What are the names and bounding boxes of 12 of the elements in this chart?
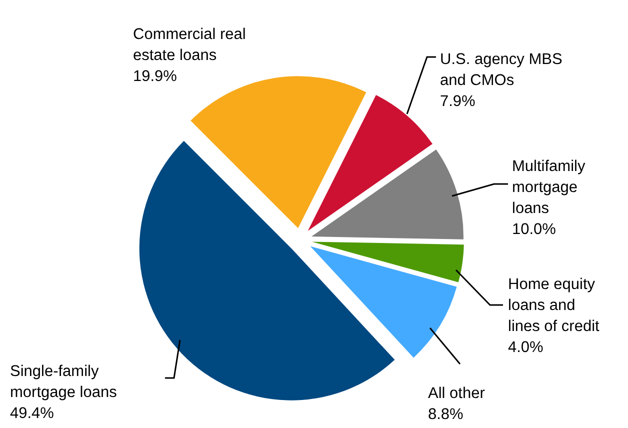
- slice-label: Commercial real estate loans: [133, 26, 246, 64]
- data-label: 10.0%: [512, 220, 556, 238]
- data-label: 4.0%: [508, 338, 544, 356]
- data-label: 19.9%: [133, 68, 178, 85]
- slice-label: Home equity loans and lines of credit: [508, 276, 600, 335]
- slice-label: All other: [428, 384, 485, 402]
- data-label: 8.8%: [428, 406, 464, 423]
- slice-label: Single-family mortgage loans: [10, 362, 118, 401]
- data-label: 7.9%: [440, 92, 476, 110]
- data-label: 49.4%: [10, 404, 54, 422]
- slice-label: U.S. agency MBS and CMOs: [440, 50, 562, 89]
- slice-label: Multifamily mortgage loans: [512, 158, 586, 217]
